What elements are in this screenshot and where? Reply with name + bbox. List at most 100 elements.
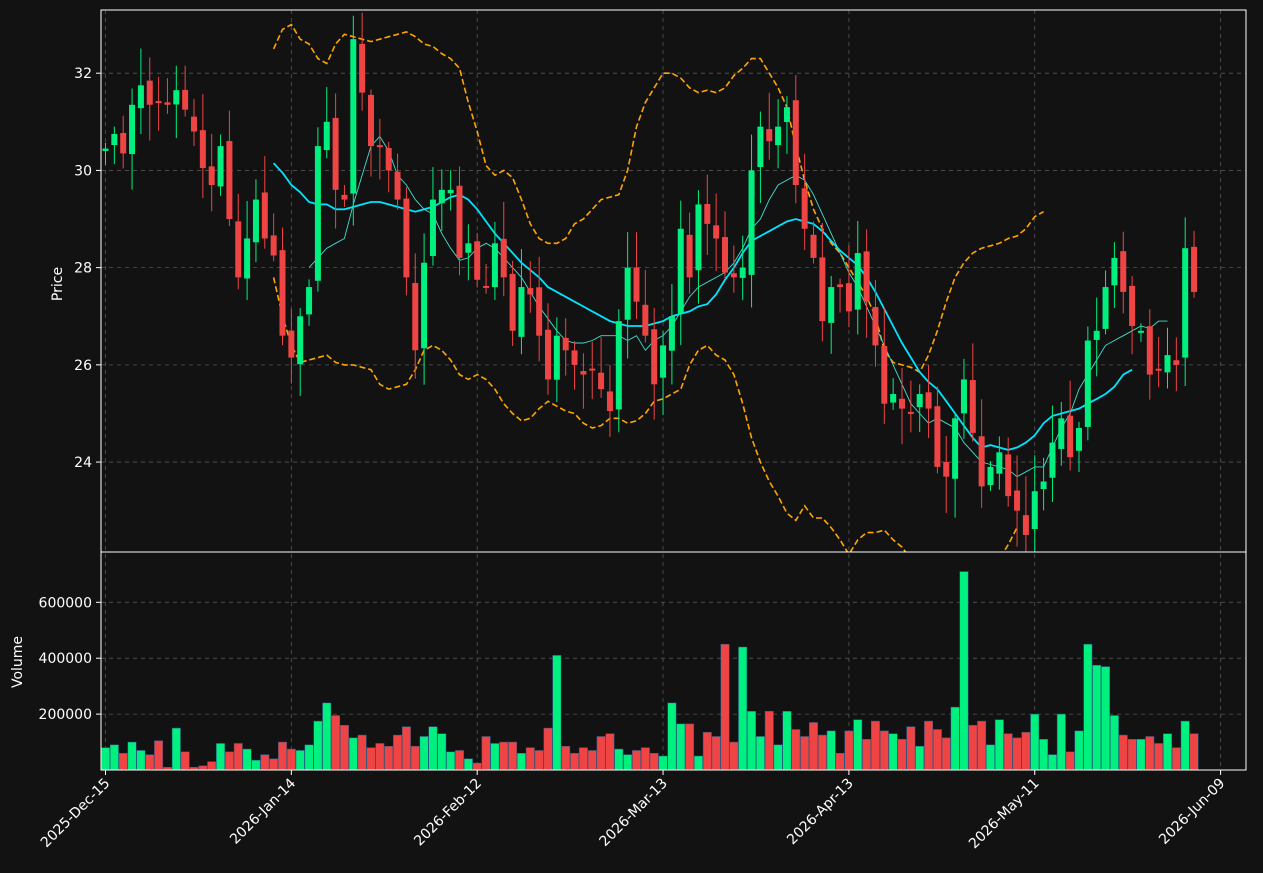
candle-body [908, 412, 914, 414]
volume-bar [1128, 739, 1136, 770]
candle-body [572, 350, 578, 364]
candle-body [988, 467, 994, 485]
candle-body [864, 251, 870, 301]
volume-bar [827, 731, 835, 770]
candle-body [527, 288, 533, 294]
candle-body [642, 305, 648, 336]
candle-body [350, 39, 356, 193]
candle-body [421, 263, 427, 348]
candle-body [598, 373, 604, 389]
volume-bar [1022, 732, 1030, 770]
candle-body [1094, 331, 1100, 340]
candle-body [465, 243, 471, 252]
volume-bar [526, 748, 534, 770]
candle-body [297, 316, 303, 364]
candle-body [1191, 247, 1197, 292]
volume-bar [703, 732, 711, 770]
candle-body [811, 235, 817, 258]
candle-body [448, 190, 454, 193]
long-moving-average-line [274, 163, 1133, 450]
volume-bar [845, 731, 853, 770]
candle-body [412, 283, 418, 350]
volume-bar [916, 746, 924, 770]
candle-body [111, 134, 117, 145]
candle-body [536, 287, 542, 335]
candle-body [846, 283, 852, 311]
candle-body [359, 44, 365, 93]
candle-body [634, 267, 640, 301]
candle-body [209, 166, 215, 185]
volume-bar [800, 736, 808, 770]
volume-bar [818, 735, 826, 770]
candle-body [395, 172, 401, 200]
volume-bar [287, 749, 295, 770]
candle-body [244, 238, 250, 278]
volume-bar [854, 720, 862, 770]
volume-bar [712, 736, 720, 770]
candle-body [1147, 326, 1153, 374]
bollinger-bands [274, 25, 1044, 591]
volume-bar [323, 703, 331, 770]
volume-bar [889, 734, 897, 770]
candle-body [1058, 418, 1064, 449]
candle-body [704, 204, 710, 224]
candle-body [403, 199, 409, 278]
candle-body [280, 250, 286, 336]
volume-axis-label: Volume [10, 636, 26, 688]
volume-bar [739, 647, 747, 770]
volume-bar [517, 753, 525, 770]
date-tick-label: 2025-Dec-15 [38, 776, 113, 851]
volume-bar [1154, 743, 1162, 770]
volume-bar [1172, 748, 1180, 770]
volume-bar [225, 752, 233, 770]
volume-tick-label: 200000 [39, 707, 92, 723]
volume-bar [252, 760, 260, 770]
candle-body [430, 200, 436, 256]
candle-body [607, 391, 613, 411]
candle-body [589, 369, 595, 371]
volume-bar [438, 734, 446, 770]
volume-bar [305, 745, 313, 770]
volume-bar [154, 741, 162, 770]
candle-body [156, 101, 162, 103]
candle-body [253, 200, 259, 243]
volume-bar [243, 749, 251, 770]
volume-bar [562, 746, 570, 770]
candle-body [749, 170, 755, 274]
candle-body [483, 286, 489, 288]
candle-body [1173, 360, 1179, 365]
candle-body [182, 90, 188, 110]
volume-bar [402, 727, 410, 770]
candle-body [651, 329, 657, 384]
volume-bar [358, 735, 366, 770]
candle-body [934, 406, 940, 467]
volume-bar [1075, 731, 1083, 770]
candle-body [722, 237, 728, 272]
volume-bar [269, 759, 277, 770]
volume-bar [1190, 734, 1198, 770]
volume-bar [570, 753, 578, 770]
candle-body [138, 85, 144, 108]
volume-bar [898, 739, 906, 770]
volume-bar [349, 738, 357, 770]
candle-body [226, 141, 232, 219]
volume-bar [110, 745, 118, 770]
volume-bar [1093, 665, 1101, 770]
volume-bar [446, 752, 454, 770]
upper-band-line [274, 25, 1044, 373]
candle-body [1111, 258, 1117, 285]
volume-bar [1004, 734, 1012, 770]
volume-bar [1163, 734, 1171, 770]
volume-bar [172, 728, 180, 770]
volume-bar [1057, 714, 1065, 770]
candle-body [819, 257, 825, 321]
date-tick-label: 2026-Jun-09 [1156, 776, 1228, 848]
candle-body [200, 130, 206, 168]
candle-body [855, 253, 861, 310]
date-tick-label: 2026-Feb-12 [411, 776, 485, 850]
volume-bar [765, 711, 773, 770]
candle-body [616, 321, 622, 409]
volume-bar [747, 711, 755, 770]
moving-averages [274, 136, 1168, 476]
